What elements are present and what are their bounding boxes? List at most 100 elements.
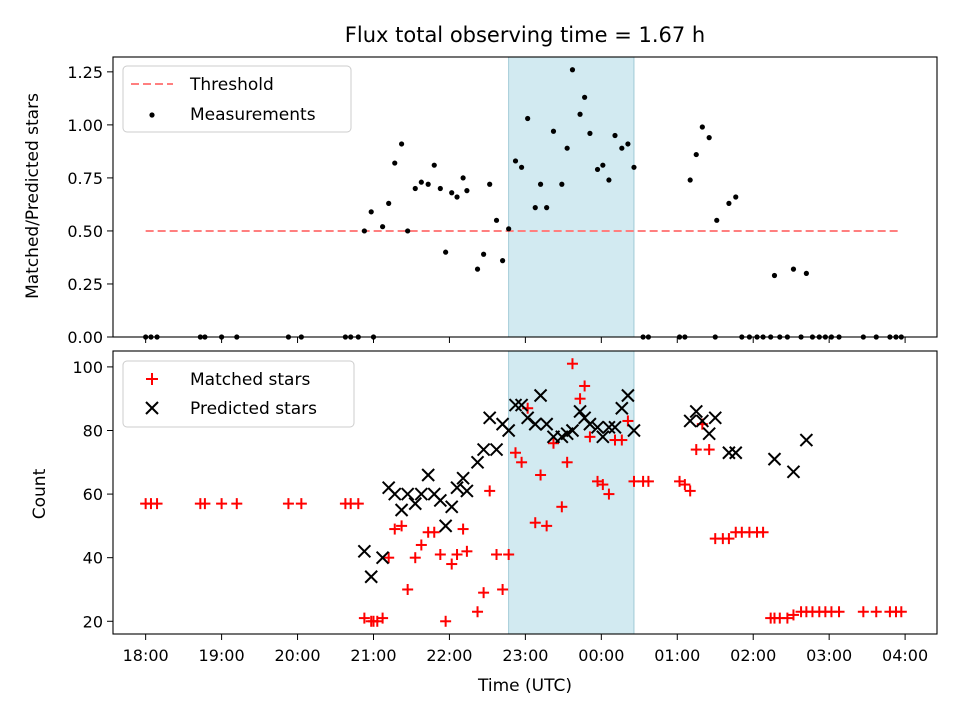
time-x-tick-label: 00:00 (578, 646, 624, 665)
matched-star-point (402, 583, 414, 595)
measurement-point (606, 177, 612, 183)
predicted-star-point (394, 503, 409, 517)
ratio-legend-box (122, 65, 352, 133)
measurement-point (493, 217, 500, 223)
measurement-point (412, 185, 418, 192)
time-x-tick-label: 02:00 (730, 646, 776, 665)
matched-star-point (457, 523, 469, 535)
matched-star-point (383, 552, 395, 564)
time-x-tick-label: 19:00 (199, 646, 245, 665)
count-y-axis: 20 40 60 80 100 (72, 358, 113, 631)
time-x-tick-label: 18:00 (123, 646, 169, 665)
predicted-star-point (388, 487, 402, 501)
measurement-point (361, 228, 367, 234)
measurement-point (631, 164, 637, 170)
predicted-star-point (683, 414, 697, 428)
observing-window-bottom (508, 350, 635, 635)
measurement-point (443, 249, 449, 255)
predicted-star-point (729, 446, 743, 460)
measurement-point (600, 162, 606, 168)
observing-window-top (508, 56, 635, 338)
measurement-point (460, 175, 466, 181)
measurement-point (487, 181, 493, 187)
matched-star-point (491, 549, 503, 561)
predicted-star-point (596, 430, 610, 444)
predicted-star-points (357, 388, 814, 584)
measurement-point (544, 205, 550, 211)
measurement-point (619, 145, 625, 151)
measurement-point (418, 179, 424, 185)
predicted-star-point (722, 446, 736, 460)
count-y-tick-label: 40 (83, 549, 103, 568)
measurement-point (368, 209, 374, 215)
measurement-point (550, 128, 557, 134)
ratio-y-tick-label: 0.50 (67, 222, 103, 241)
matched-star-point (703, 444, 715, 456)
measurement-point (733, 194, 739, 200)
predicted-star-point (627, 423, 641, 438)
measurement-point (612, 132, 618, 139)
time-x-tick-label: 22:00 (426, 646, 472, 665)
matched-star-point (781, 612, 793, 624)
count-y-tick-label: 60 (83, 485, 103, 504)
matched-star-point (895, 606, 907, 618)
predicted-star-point (565, 423, 580, 438)
predicted-star-point (450, 481, 464, 495)
measurement-point (398, 141, 405, 147)
measurement-point (464, 188, 470, 194)
predicted-star-point (602, 420, 616, 435)
predicted-star-point (508, 398, 523, 412)
predicted-star-point (590, 420, 605, 435)
predicted-star-point (702, 426, 716, 441)
measurement-point (386, 200, 392, 206)
predicted-star-point (400, 487, 415, 501)
matched-star-point (396, 520, 408, 532)
predicted-star-point (476, 442, 491, 457)
predicted-star-point (708, 411, 722, 425)
matched-star-point (434, 549, 446, 561)
count-y-tick-label: 100 (72, 358, 103, 377)
matched-star-point (556, 501, 568, 513)
count-y-axis-label: Count (30, 468, 50, 519)
matched-star-point (446, 558, 458, 570)
predicted-star-point (375, 550, 390, 565)
measurement-point (437, 185, 443, 192)
matched-star-point (358, 612, 370, 624)
ratio-y-tick-label: 1.00 (67, 116, 103, 135)
measurement-point (380, 224, 386, 230)
count-legend: Matched stars Predicted stars (122, 360, 355, 428)
predicted-star-point (357, 544, 372, 559)
predicted-star-point (414, 487, 429, 501)
matched-star-point (516, 456, 528, 468)
measurement-point (594, 166, 601, 173)
ratio-legend: Threshold Measurements (122, 65, 352, 133)
matched-star-point (616, 434, 628, 446)
predicted-star-point (408, 496, 422, 511)
measurement-points (143, 67, 904, 340)
matched-star-point (723, 533, 735, 545)
predicted-legend-swatch (145, 401, 159, 415)
time-x-tick-label: 20:00 (274, 646, 320, 665)
matched-star-point (472, 606, 484, 618)
matched-legend-swatch (146, 373, 158, 385)
predicted-star-point (689, 404, 703, 419)
measurement-point (771, 272, 778, 279)
count-legend-box (122, 360, 355, 428)
matched-star-point (547, 437, 559, 449)
measurement-point (405, 228, 411, 234)
ratio-y-tick-label: 0.25 (67, 275, 103, 294)
predicted-star-point (445, 500, 459, 514)
matched-star-point (574, 393, 586, 405)
matched-star-point (415, 539, 427, 551)
matched-star-point (295, 498, 307, 510)
predicted-star-point (615, 401, 629, 415)
measurement-point (790, 266, 797, 272)
matched-star-point (690, 444, 702, 456)
matched-star-point (352, 498, 364, 510)
matched-star-point (216, 498, 228, 510)
predicted-star-point (501, 423, 516, 438)
matched-star-point (440, 615, 452, 627)
matched-star-point (535, 469, 547, 481)
ratio-x-ticks (145, 337, 906, 343)
measurement-point (474, 266, 481, 272)
